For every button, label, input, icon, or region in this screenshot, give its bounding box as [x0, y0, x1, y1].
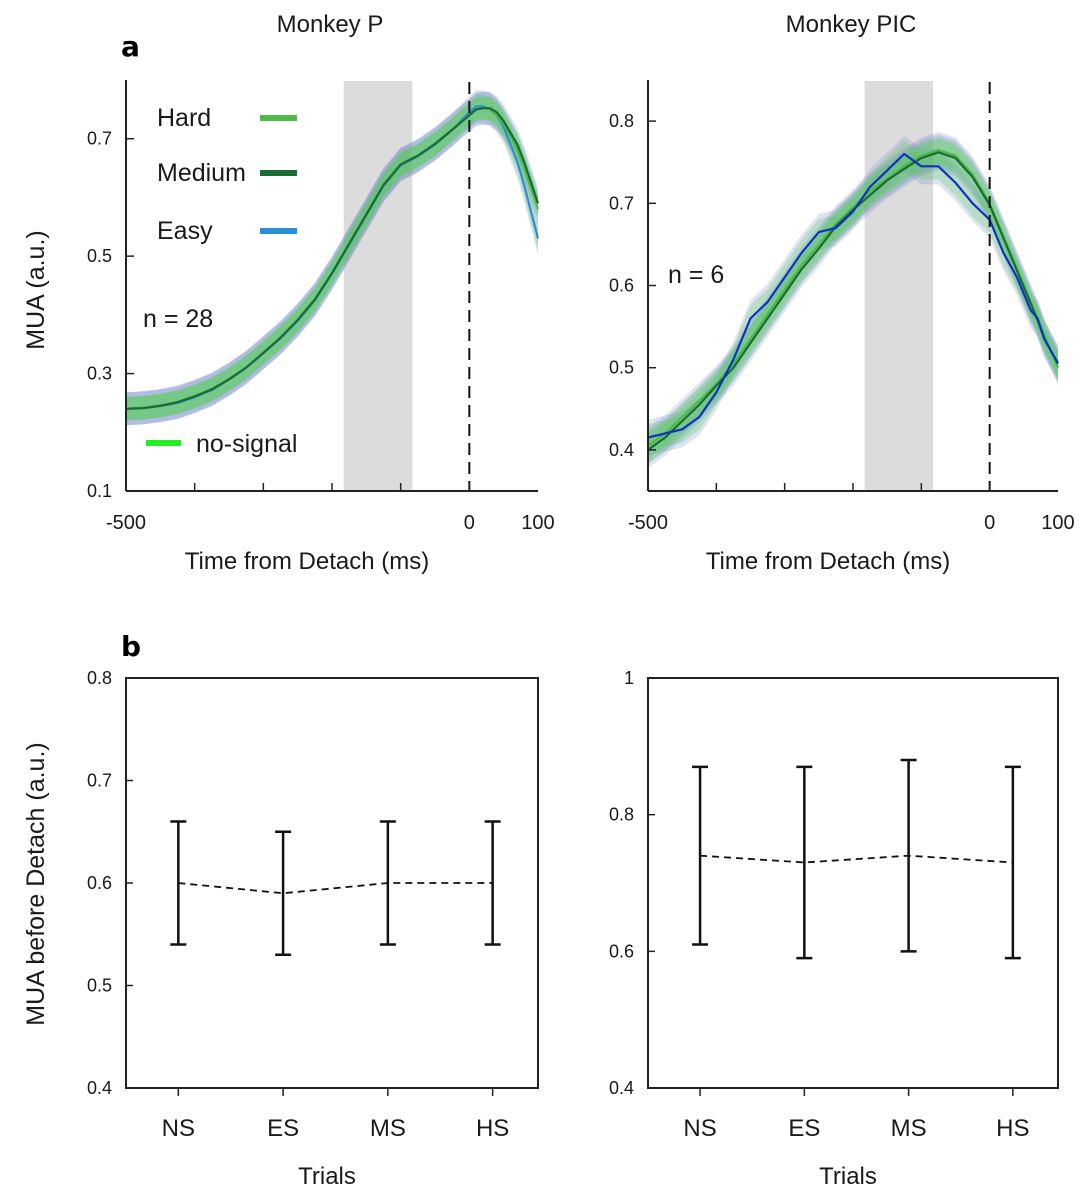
x-tick-label: 100 [521, 512, 554, 534]
series-line-darkgreen [647, 151, 1059, 451]
category-label-ms: MS [891, 1115, 927, 1142]
shared-y-axis-label-b: MUA before Detach (a.u.) [22, 742, 50, 1025]
plot-frame [125, 677, 539, 1089]
y-tick-label: 0.6 [609, 276, 634, 296]
category-label-es: ES [788, 1115, 820, 1142]
y-tick-label: 0.8 [609, 805, 634, 825]
y-tick-label: 0.7 [87, 129, 112, 149]
x-axis-label: Time from Detach (ms) [706, 548, 950, 575]
confidence-band-hard-0 [126, 91, 538, 426]
y-tick-label: 0.7 [609, 193, 634, 213]
x-tick-label: -500 [628, 512, 668, 534]
y-tick-label: 0.5 [87, 246, 112, 266]
y-tick-label: 0.4 [609, 440, 634, 460]
y-tick-label: 0.3 [87, 364, 112, 384]
category-label-ms: MS [370, 1115, 406, 1142]
panel-b-letter: b [121, 630, 141, 663]
series-line-blue [647, 152, 1059, 439]
y-tick-label: 0.8 [87, 668, 112, 688]
chart-title: Monkey PIC [786, 11, 917, 38]
shaded-interval [864, 81, 933, 491]
category-label-ns: NS [162, 1115, 195, 1142]
chart-mua-before-detach-pic: 0.4 0.6 0.8 1 NS ES MS HS Trials [609, 668, 1059, 1190]
confidence-band-medium-0 [126, 91, 538, 426]
legend-label-hard: Hard [157, 104, 211, 132]
n-count-annotation: n = 28 [143, 305, 213, 333]
y-tick-label: 0.8 [609, 111, 634, 131]
category-label-hs: HS [996, 1115, 1029, 1142]
x-tick-label: -500 [106, 512, 146, 534]
y-tick-label: 0.1 [87, 481, 112, 501]
chart-mua-before-detach-p: 0.4 0.5 0.6 0.7 0.8 NS ES MS HS Trials [87, 668, 539, 1190]
y-tick-label: 0.6 [609, 941, 634, 961]
plot-frame [647, 677, 1059, 1089]
x-tick-label: 0 [464, 512, 475, 534]
confidence-band-easy-0 [126, 89, 538, 426]
legend-label-easy: Easy [157, 217, 213, 245]
category-label-ns: NS [683, 1115, 716, 1142]
legend-label-no-signal: no-signal [196, 430, 297, 458]
chart-title: Monkey P [277, 11, 384, 38]
confidence-band-green-0 [648, 131, 1058, 464]
series-line-medium [125, 107, 540, 410]
confidence-band-darkgreen-1 [648, 139, 1058, 464]
mean-dashed-line [700, 854, 1013, 864]
x-axis-label: Trials [298, 1163, 356, 1190]
category-label-hs: HS [476, 1115, 509, 1142]
confidence-band-darkgreen-0 [648, 134, 1058, 468]
chart-monkey-p: Monkey P -500 0 100 0.1 0.3 0.5 0.7 Time from De… [87, 11, 555, 575]
shared-y-axis-label-a: MUA (a.u.) [22, 230, 50, 349]
x-tick-label: 0 [984, 512, 995, 534]
shaded-interval [343, 81, 413, 491]
x-axis-label: Time from Detach (ms) [185, 548, 429, 575]
legend-label-medium: Medium [157, 159, 246, 187]
category-label-es: ES [267, 1115, 299, 1142]
y-tick-label: 0.4 [87, 1078, 112, 1098]
confidence-band-blue-1 [648, 140, 1058, 451]
y-tick-label: 0.7 [87, 771, 112, 791]
n-count-annotation: n = 6 [668, 261, 724, 289]
y-tick-label: 0.6 [87, 873, 112, 893]
y-tick-label: 0.5 [87, 976, 112, 996]
y-tick-label: 0.4 [609, 1078, 634, 1098]
mean-dashed-line [178, 882, 493, 895]
x-tick-label: 100 [1041, 512, 1074, 534]
confidence-band-green-1 [648, 136, 1058, 459]
chart-monkey-pic: Monkey PIC -500 0 100 0.4 0.5 0.6 0.7 0.8 Time fr… [609, 11, 1075, 575]
x-axis-label: Trials [819, 1163, 877, 1190]
y-tick-label: 0.5 [609, 358, 634, 378]
panel-a-letter: a [121, 30, 140, 63]
y-tick-label: 1 [624, 668, 634, 688]
